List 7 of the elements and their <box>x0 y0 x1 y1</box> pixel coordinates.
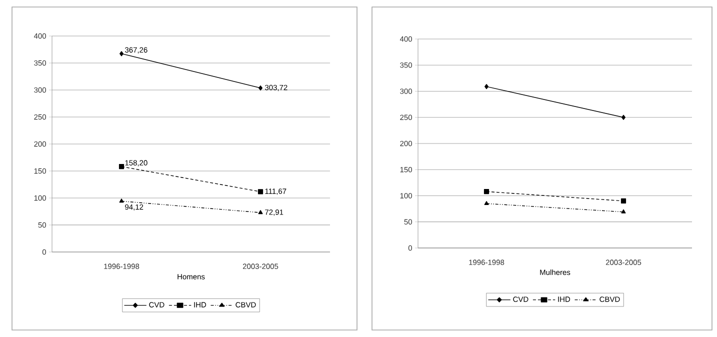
point <box>258 85 263 91</box>
point <box>622 114 626 120</box>
point <box>620 198 626 204</box>
point <box>118 164 124 170</box>
point <box>258 189 264 194</box>
point <box>484 189 490 194</box>
point <box>120 51 124 56</box>
